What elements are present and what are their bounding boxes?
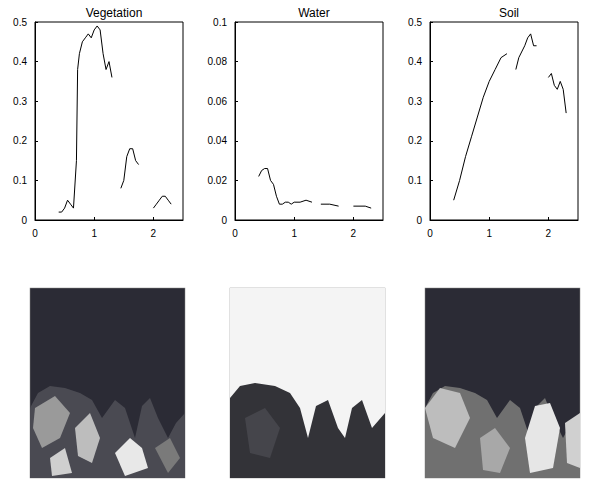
svg-text:Soil: Soil [499,6,519,20]
svg-text:0: 0 [232,228,238,239]
svg-text:1: 1 [91,228,97,239]
svg-text:0: 0 [221,215,227,226]
svg-text:0: 0 [21,215,27,226]
svg-text:Water: Water [298,6,330,20]
svg-text:1: 1 [486,228,492,239]
svg-text:0: 0 [32,228,38,239]
svg-text:0.5: 0.5 [408,17,422,28]
svg-text:0.1: 0.1 [213,17,227,28]
svg-text:0: 0 [427,228,433,239]
svg-text:2: 2 [151,228,157,239]
svg-text:0.02: 0.02 [208,175,228,186]
svg-text:0: 0 [416,215,422,226]
svg-text:0.08: 0.08 [208,56,228,67]
svg-text:0.06: 0.06 [208,96,228,107]
svg-text:0.3: 0.3 [13,96,27,107]
svg-text:0.4: 0.4 [13,56,27,67]
svg-text:2: 2 [546,228,552,239]
svg-text:1: 1 [291,228,297,239]
svg-text:0.4: 0.4 [408,56,422,67]
svg-text:0.04: 0.04 [208,135,228,146]
svg-text:0.3: 0.3 [408,96,422,107]
svg-text:0.1: 0.1 [13,175,27,186]
svg-text:2: 2 [351,228,357,239]
svg-text:0.1: 0.1 [408,175,422,186]
svg-text:Vegetation: Vegetation [86,6,143,20]
svg-text:0.5: 0.5 [13,17,27,28]
svg-text:0.2: 0.2 [13,135,27,146]
svg-text:0.2: 0.2 [408,135,422,146]
